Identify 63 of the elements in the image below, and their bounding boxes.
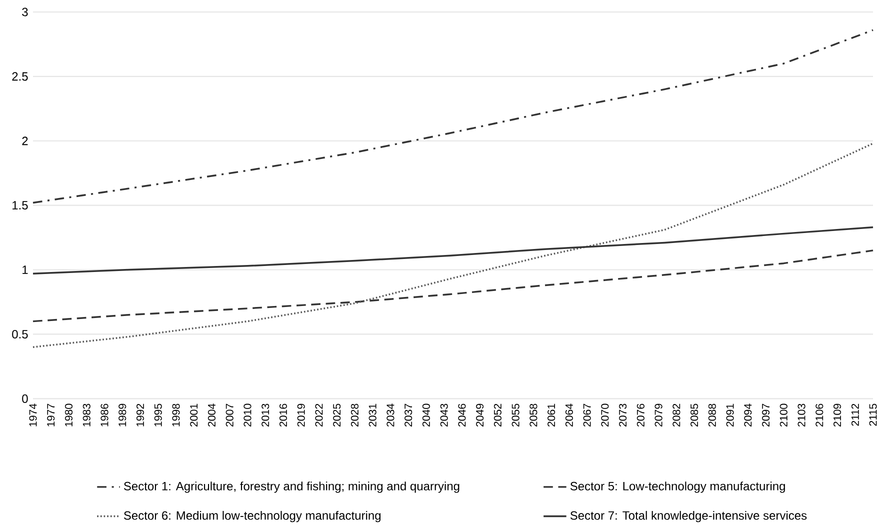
x-tick-label: 1974 bbox=[29, 404, 37, 426]
x-tick-label: 2073 bbox=[619, 404, 627, 427]
y-tick-label: 0 bbox=[22, 394, 28, 404]
x-tick-label: 1980 bbox=[64, 404, 73, 426]
x-tick-label: 2007 bbox=[226, 404, 234, 427]
x-tick-label: 1998 bbox=[172, 404, 180, 426]
x-tick-label: 2055 bbox=[512, 404, 520, 427]
x-tick-label: 2097 bbox=[762, 404, 770, 427]
x-tick-label: 2022 bbox=[315, 404, 323, 427]
x-tick-label: 2109 bbox=[833, 404, 842, 427]
x-tick-label: 1977 bbox=[47, 404, 55, 426]
x-tick-label: 2088 bbox=[708, 404, 716, 427]
line-series bbox=[32, 226, 874, 275]
x-tick-label: 2031 bbox=[368, 404, 376, 427]
x-tick-label: 2004 bbox=[208, 404, 216, 427]
x-tick-label: 2106 bbox=[816, 404, 824, 427]
x-tick-label: 2061 bbox=[548, 404, 556, 427]
x-tick-label: 2100 bbox=[780, 404, 788, 427]
y-tick-label: 2.5 bbox=[12, 72, 28, 81]
y-tick-label: 3 bbox=[22, 8, 28, 16]
x-tick-label: 2094 bbox=[744, 404, 752, 427]
y-tick-label: 1.5 bbox=[12, 201, 28, 210]
x-tick-label: 2052 bbox=[494, 404, 502, 427]
line-series bbox=[32, 142, 874, 348]
x-tick-label: 2043 bbox=[440, 404, 448, 427]
x-tick-label: 2067 bbox=[583, 404, 591, 427]
x-tick-label: 2028 bbox=[350, 404, 358, 427]
x-tick-label: 2070 bbox=[601, 404, 609, 427]
x-tick-label: 2016 bbox=[279, 404, 287, 427]
x-tick-label: 2076 bbox=[636, 404, 644, 427]
x-tick-label: 2115 bbox=[869, 404, 877, 426]
x-tick-label: 2040 bbox=[422, 404, 430, 427]
y-tick-label: 1 bbox=[22, 266, 28, 274]
x-tick-label: 1983 bbox=[82, 404, 90, 426]
y-tick-label: 2 bbox=[22, 136, 28, 146]
x-tick-label: 1992 bbox=[136, 404, 144, 426]
line-series bbox=[32, 250, 874, 322]
x-tick-label: 1989 bbox=[118, 404, 126, 426]
x-tick-label: 2112 bbox=[851, 404, 859, 426]
x-tick-label: 2046 bbox=[458, 404, 466, 427]
legend-label: Sector 5: Low-technology manufacturing bbox=[570, 482, 785, 493]
x-tick-label: 2103 bbox=[798, 404, 806, 427]
legend-label: Sector 1: Agriculture, forestry and fishing; mining and quarrying bbox=[124, 482, 460, 493]
x-tick-label: 2085 bbox=[690, 404, 698, 427]
y-tick-label: 0.5 bbox=[12, 330, 28, 339]
x-tick-label: 2049 bbox=[476, 404, 484, 427]
x-tick-label: 2037 bbox=[404, 404, 412, 427]
x-tick-label: 2082 bbox=[672, 404, 680, 427]
legend-label: Sector 7: Total knowledge-intensive services bbox=[570, 511, 807, 522]
line-series bbox=[32, 29, 874, 204]
x-tick-label: 2013 bbox=[262, 404, 270, 427]
x-tick-label: 2019 bbox=[297, 404, 305, 427]
x-tick-label: 1995 bbox=[154, 404, 162, 426]
x-tick-label: 2091 bbox=[726, 404, 734, 427]
x-tick-label: 2025 bbox=[333, 404, 341, 427]
x-tick-label: 2034 bbox=[386, 404, 394, 427]
x-tick-label: 2079 bbox=[654, 404, 662, 427]
x-tick-label: 2064 bbox=[565, 404, 573, 427]
x-tick-label: 2010 bbox=[244, 404, 252, 427]
legend-label: Sector 6: Medium low-technology manufacturing bbox=[124, 511, 380, 522]
x-tick-label: 2058 bbox=[530, 404, 538, 427]
x-tick-label: 1986 bbox=[100, 404, 108, 426]
x-tick-label: 2001 bbox=[190, 404, 198, 427]
